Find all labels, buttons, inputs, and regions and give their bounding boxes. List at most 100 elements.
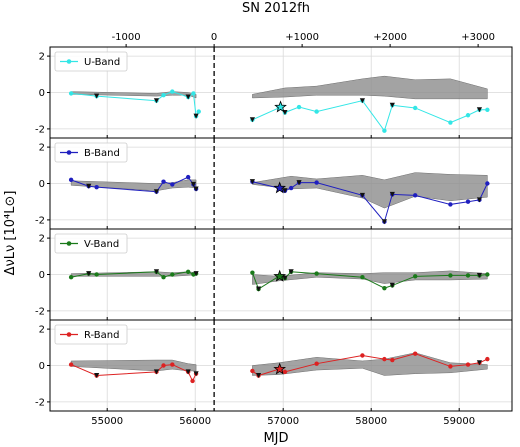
data-point bbox=[161, 179, 166, 184]
y-tick-label: -2 bbox=[35, 124, 45, 135]
x-tick-label: 55000 bbox=[91, 416, 123, 427]
y-tick-label: 2 bbox=[39, 143, 45, 154]
data-point bbox=[448, 273, 453, 278]
data-point bbox=[382, 128, 387, 133]
data-point bbox=[191, 91, 196, 96]
data-point bbox=[413, 274, 418, 279]
panel-v-band: -2 0 2 V-Band bbox=[35, 228, 513, 321]
upper-limit-marker bbox=[153, 189, 160, 195]
data-point bbox=[68, 177, 74, 183]
band-pre-explosion bbox=[70, 91, 197, 99]
legend-box bbox=[54, 142, 128, 163]
top-axis: -1000 0 +1000 +2000 +3000 bbox=[112, 32, 495, 47]
upper-limit-marker bbox=[153, 369, 160, 375]
top-tick-label: -1000 bbox=[112, 32, 141, 43]
data-point bbox=[465, 199, 471, 204]
upper-limit-marker bbox=[282, 275, 288, 281]
panel-u-band: -2 0 2 U-Band bbox=[35, 46, 513, 139]
legend-box bbox=[54, 51, 128, 72]
y-tick-label: 0 bbox=[39, 88, 45, 99]
data-point bbox=[448, 202, 453, 207]
upper-limit-marker bbox=[249, 179, 255, 185]
band-post-explosion bbox=[252, 352, 488, 376]
upper-limit-marker bbox=[389, 282, 395, 288]
data-point bbox=[68, 362, 74, 367]
data-point bbox=[485, 272, 490, 277]
y-tick-label: 0 bbox=[39, 361, 45, 372]
data-point bbox=[465, 273, 471, 278]
data-point bbox=[185, 174, 191, 180]
upper-limit-marker bbox=[153, 269, 160, 275]
top-tick-label: +2000 bbox=[373, 32, 407, 43]
x-tick-label: 58000 bbox=[355, 416, 387, 427]
upper-limit-marker bbox=[193, 113, 199, 119]
upper-limit-marker bbox=[193, 186, 199, 192]
upper-limit-marker bbox=[476, 197, 483, 203]
upper-limit-marker bbox=[296, 180, 302, 186]
data-point bbox=[282, 369, 288, 375]
data-point bbox=[161, 363, 166, 368]
data-point bbox=[170, 182, 175, 187]
upper-limit-marker bbox=[190, 181, 197, 187]
panel-plot-area bbox=[68, 351, 490, 384]
upper-limit-marker bbox=[94, 93, 100, 99]
panel-plot-area bbox=[68, 75, 490, 133]
legend-marker bbox=[66, 241, 72, 246]
data-point bbox=[465, 113, 471, 118]
data-point bbox=[314, 109, 319, 114]
data-point bbox=[288, 185, 294, 191]
band-pre-explosion bbox=[70, 359, 197, 372]
legend-label: V-Band bbox=[84, 239, 119, 250]
explosion-epoch-star bbox=[273, 269, 287, 282]
data-point bbox=[170, 89, 175, 94]
data-point bbox=[485, 181, 490, 186]
upper-limit-marker bbox=[476, 360, 483, 366]
upper-limit-marker bbox=[389, 102, 395, 108]
legend-label: B-Band bbox=[84, 148, 120, 159]
data-point bbox=[170, 362, 175, 367]
upper-limit-marker bbox=[476, 107, 483, 113]
upper-limit-marker bbox=[476, 272, 483, 278]
y-axis-label: ΔνLν [10⁴L⊙] bbox=[3, 191, 18, 276]
upper-limit-marker bbox=[153, 98, 160, 104]
data-point bbox=[250, 368, 255, 374]
data-point bbox=[68, 275, 74, 280]
band-post-explosion bbox=[252, 270, 488, 285]
bottom-axis: 55000 56000 57000 58000 59000 bbox=[91, 416, 475, 427]
upper-limit-marker bbox=[255, 286, 262, 292]
y-tick-label: 2 bbox=[39, 234, 45, 245]
data-point bbox=[413, 193, 418, 198]
data-point bbox=[314, 361, 319, 366]
data-point bbox=[161, 275, 166, 280]
y-tick-label: 0 bbox=[39, 270, 45, 281]
y-tick-label: 2 bbox=[39, 325, 45, 336]
explosion-epoch-star bbox=[273, 362, 287, 375]
data-point bbox=[185, 269, 191, 274]
data-point bbox=[485, 356, 490, 362]
upper-limit-marker bbox=[359, 192, 365, 198]
data-point bbox=[382, 356, 387, 362]
data-point bbox=[390, 357, 395, 363]
data-point bbox=[448, 120, 453, 125]
upper-limit-marker bbox=[86, 271, 92, 277]
upper-limit-marker bbox=[288, 269, 294, 275]
y-tick-label: -2 bbox=[35, 306, 45, 317]
data-point bbox=[68, 91, 74, 96]
upper-limit-marker bbox=[94, 373, 100, 379]
legend-marker bbox=[66, 59, 72, 64]
explosion-epoch-star bbox=[274, 100, 287, 113]
data-point bbox=[170, 272, 175, 277]
top-tick-label: +3000 bbox=[461, 32, 495, 43]
x-tick-label: 56000 bbox=[179, 416, 211, 427]
legend-marker bbox=[66, 332, 72, 337]
panels: -2 0 2 U-Band -2 0 2 B-Band -2 0 2 V-Band -2 0 2 R-Band bbox=[35, 46, 513, 412]
y-tick-label: 2 bbox=[39, 52, 45, 63]
legend-box bbox=[54, 233, 128, 254]
panel-r-band: -2 0 2 R-Band bbox=[35, 319, 513, 412]
upper-limit-marker bbox=[185, 369, 191, 375]
top-tick-label: +1000 bbox=[285, 32, 319, 43]
data-point bbox=[250, 270, 255, 275]
panel-b-band: -2 0 2 B-Band bbox=[35, 137, 513, 230]
legend-marker bbox=[66, 150, 72, 155]
